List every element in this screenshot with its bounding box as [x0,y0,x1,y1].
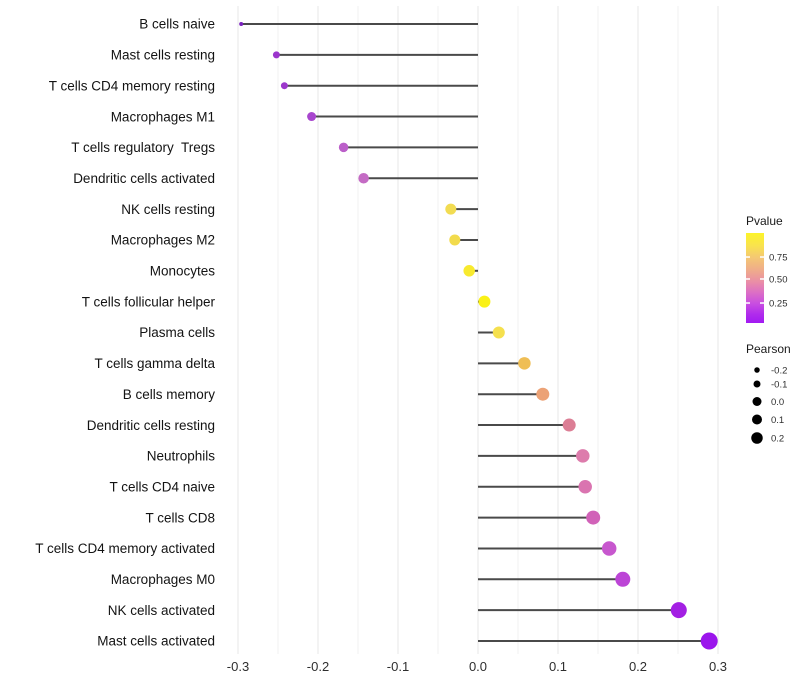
lollipop-point [601,541,617,556]
lollipop-point [578,480,592,494]
y-axis-label: Macrophages M2 [111,233,215,248]
lollipop-point [358,173,369,184]
y-axis-label: Monocytes [150,264,216,279]
y-axis-label: NK cells activated [108,603,215,618]
lollipop-point [700,632,718,650]
lollipop-point [536,387,550,401]
x-axis-tick-label: 0.0 [469,659,487,674]
pearson-legend-title: Pearson [746,342,791,356]
y-axis-label: Macrophages M0 [111,572,215,587]
pearson-legend-label: 0.0 [771,397,784,408]
y-axis-label: NK cells resting [121,202,215,217]
y-axis-label: B cells memory [123,387,216,402]
y-axis-label: B cells naive [139,17,215,32]
x-axis-tick-label: -0.2 [307,659,329,674]
pvalue-tick-label: 0.25 [769,298,788,309]
y-axis-label: T cells follicular helper [82,294,216,309]
y-axis-label: Dendritic cells activated [73,171,215,186]
x-axis-tick-label: -0.3 [227,659,249,674]
pearson-legend-key [754,367,760,373]
pvalue-legend-title: Pvalue [746,214,783,228]
y-axis-label: T cells gamma delta [94,356,215,371]
pearson-legend-key [751,432,763,444]
lollipop-point [307,112,317,122]
lollipop-point [562,418,576,432]
lollipop-point [576,449,590,463]
lollipop-point [445,203,457,215]
y-axis-label: Dendritic cells resting [87,418,215,433]
y-axis-label: Neutrophils [147,449,216,464]
y-axis-label: Mast cells resting [111,48,215,63]
x-axis-tick-label: 0.1 [549,659,567,674]
lollipop-point [586,510,601,525]
pearson-legend-key [752,397,762,406]
y-axis-label: Mast cells activated [97,634,215,649]
y-axis-label: T cells CD4 memory resting [49,78,215,93]
pvalue-tick-label: 0.50 [769,274,788,285]
lollipop-point [518,357,531,370]
lollipop-point [615,571,631,587]
lollipop-point [449,234,461,246]
y-axis-label: T cells regulatory Tregs [71,140,215,155]
lollipop-point [463,265,475,277]
lollipop-point [272,51,280,59]
y-axis-label: T cells CD8 [145,510,215,525]
lollipop-point [478,295,491,308]
lollipop-point [492,326,505,339]
lollipop-point [338,142,349,153]
y-axis-label: Plasma cells [139,325,215,340]
y-axis-label: Macrophages M1 [111,109,215,124]
pearson-legend-label: 0.2 [771,433,784,444]
lollipop-point [239,22,244,26]
pearson-legend-label: -0.2 [771,365,787,376]
pvalue-colorbar [746,233,764,323]
x-axis-tick-label: -0.1 [387,659,409,674]
pearson-legend-key [753,380,761,388]
y-axis-label: T cells CD4 naive [109,479,215,494]
lollipop-point [670,602,687,619]
pearson-legend-key [752,414,762,425]
lollipop-point [280,82,288,90]
y-axis-label: T cells CD4 memory activated [35,541,215,556]
pearson-legend-label: -0.1 [771,379,787,390]
x-axis-tick-label: 0.3 [709,659,727,674]
pvalue-tick-label: 0.75 [769,252,788,263]
x-axis-tick-label: 0.2 [629,659,647,674]
pearson-legend-label: 0.1 [771,415,784,426]
